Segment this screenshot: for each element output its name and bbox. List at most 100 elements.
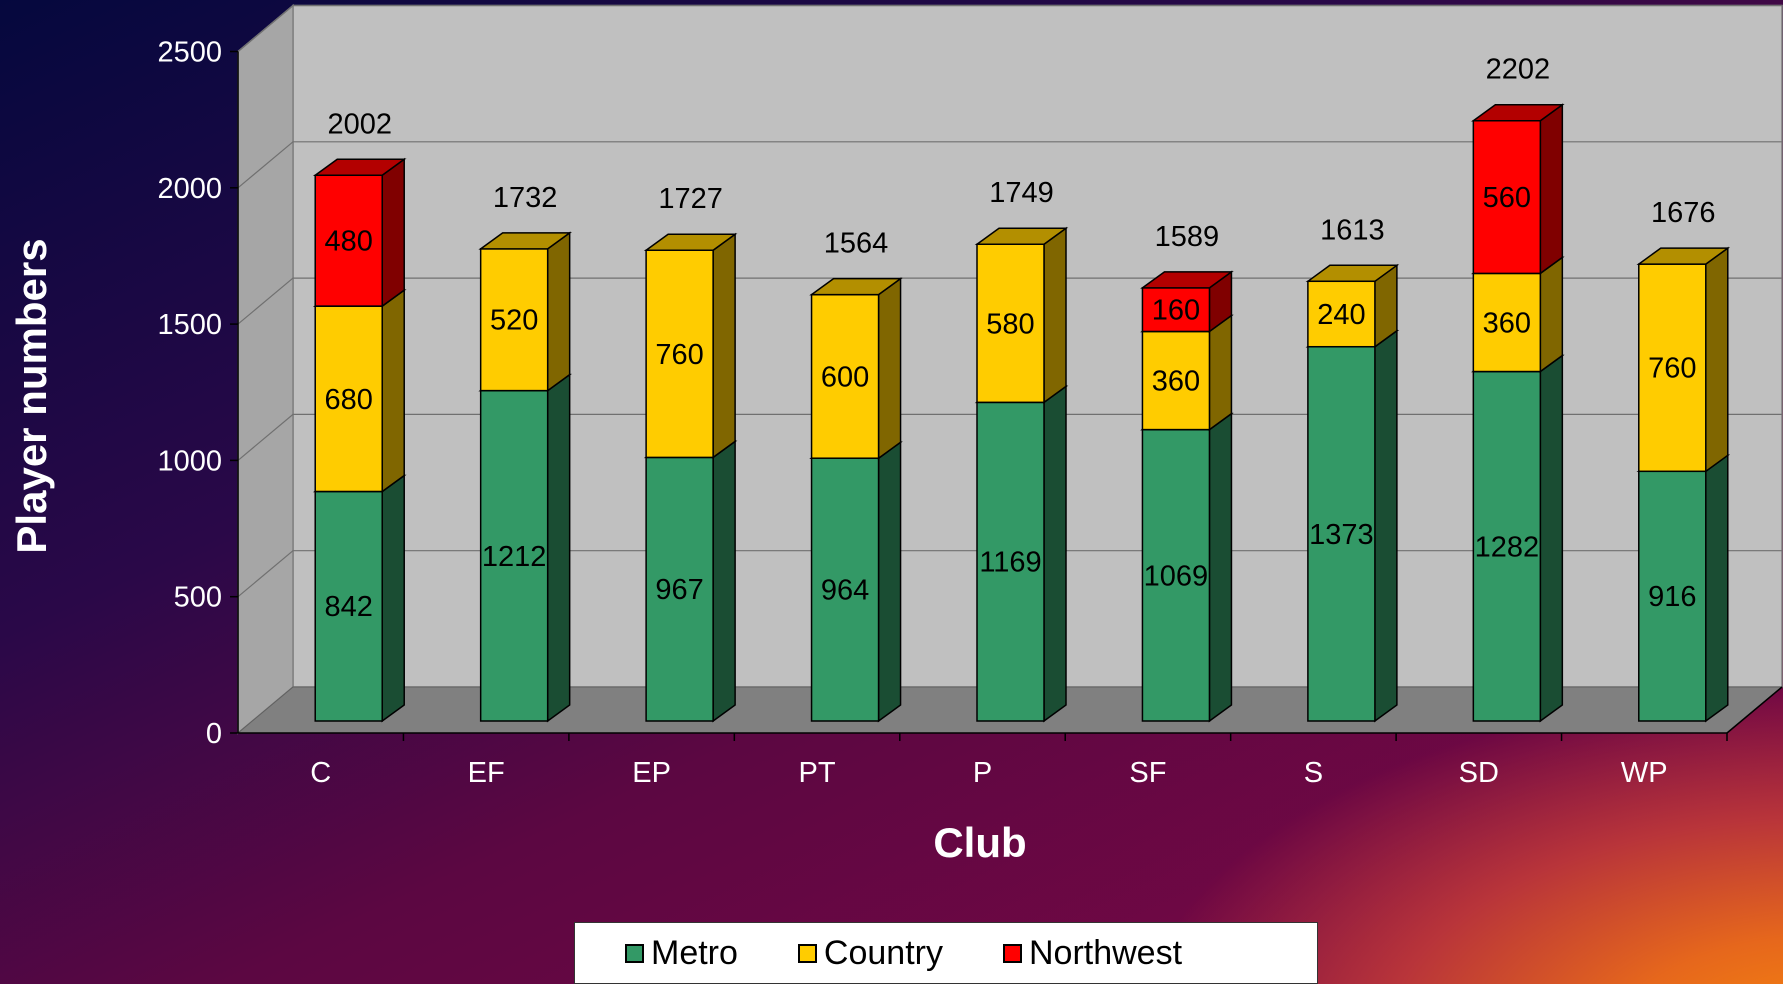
x-tick-label: PT (799, 757, 836, 789)
bar-segment-country (1305, 263, 1400, 349)
bar-front (645, 249, 714, 459)
segment-value-label: 916 (1648, 581, 1696, 613)
segment-value-label: 964 (821, 575, 869, 607)
bar-segment-metro (974, 384, 1069, 723)
gridline (237, 277, 1782, 325)
bar-side (1705, 453, 1729, 723)
bar-segment-northwest (1140, 270, 1234, 333)
bar-front (1472, 272, 1542, 373)
segment-value-label: 520 (490, 305, 538, 337)
x-tick-label: EP (632, 757, 671, 789)
segment-value-label: 240 (1317, 299, 1365, 331)
legend-item-metro: Metro (625, 934, 738, 973)
x-tick-label: C (310, 757, 331, 789)
bar-front (314, 174, 383, 307)
x-tick-label: WP (1621, 757, 1668, 789)
segment-value-label: 560 (1483, 182, 1531, 214)
bar-segment-metro (809, 440, 903, 723)
x-tick-label: SF (1129, 757, 1166, 789)
bar-front (479, 389, 549, 722)
y-tick-label: 500 (174, 582, 222, 614)
bar-top (1305, 264, 1400, 283)
bar-segment-northwest (1471, 103, 1565, 275)
legend-swatch (625, 943, 644, 963)
segment-value-label: 760 (655, 339, 703, 371)
segment-value-label: 1212 (482, 541, 547, 573)
bar-side (877, 440, 902, 723)
bar-segment-country (974, 226, 1069, 404)
bar-segment-country (809, 277, 903, 460)
segment-value-label: 1069 (1144, 560, 1209, 592)
segment-value-label: 580 (986, 308, 1034, 340)
bar-side (381, 473, 405, 723)
bar-segment-country (478, 231, 572, 393)
y-tick-label: 0 (206, 718, 222, 750)
bar-side (712, 439, 736, 723)
floor-edge (1726, 686, 1783, 734)
total-value-label: 1732 (493, 182, 558, 214)
x-tick-label: SD (1459, 757, 1499, 789)
bar-front (1307, 280, 1376, 348)
bar-front (314, 305, 383, 493)
bar-front (1472, 370, 1542, 722)
bar-side (546, 231, 571, 393)
segment-value-label: 360 (1152, 366, 1200, 398)
bar-side (1539, 103, 1564, 275)
bar-front (314, 490, 383, 722)
bar-front (810, 457, 880, 722)
gridline (237, 550, 1782, 598)
segment-value-label: 600 (821, 361, 869, 393)
legend-label: Metro (651, 933, 738, 972)
segment-value-label: 160 (1152, 295, 1200, 327)
bar-segment-country (1636, 246, 1731, 473)
bar-front (645, 456, 714, 722)
x-axis-title: Club (933, 819, 1026, 866)
bar-front (1638, 263, 1707, 473)
gridline (237, 413, 1782, 461)
bar-side (1374, 329, 1398, 723)
bar-front (976, 243, 1045, 404)
bar-side (1539, 354, 1564, 723)
total-value-label: 1727 (658, 183, 723, 215)
gridline (237, 4, 1782, 52)
legend-item-northwest: Northwest (1002, 934, 1182, 973)
bars (312, 103, 1731, 723)
bar-front (810, 293, 880, 459)
bar-side (877, 277, 902, 460)
bar-top (809, 277, 903, 296)
bar-side (1208, 313, 1233, 432)
x-tick-label: EF (468, 757, 505, 789)
bar-segment-metro (643, 439, 738, 723)
bar-top (1636, 247, 1731, 265)
bar-side (1705, 246, 1729, 473)
x-tick-label: S (1304, 757, 1323, 789)
segment-value-label: 760 (1648, 353, 1696, 385)
total-value-label: 1676 (1651, 197, 1716, 229)
side-wall (237, 3, 294, 735)
bar-segment-northwest (312, 157, 407, 308)
bar-front (1307, 345, 1376, 722)
bar-segment-metro (1636, 453, 1731, 723)
bar-side (1539, 255, 1564, 373)
segment-value-label: 680 (325, 384, 373, 416)
total-value-label: 2202 (1486, 54, 1551, 86)
segment-value-label: 480 (325, 226, 373, 258)
bar-front (1141, 428, 1211, 722)
bar-front (976, 401, 1045, 722)
total-value-label: 2002 (327, 108, 392, 140)
segment-value-label: 1373 (1309, 519, 1374, 551)
segment-value-label: 1282 (1475, 531, 1540, 563)
y-tick-label: 1500 (157, 309, 222, 341)
segment-value-label: 842 (325, 591, 373, 623)
legend-label: Country (823, 933, 943, 972)
bar-top (478, 232, 572, 250)
bar-top (312, 158, 407, 177)
bar-top (643, 233, 738, 251)
bar-top (974, 227, 1069, 245)
segment-value-label: 1169 (979, 547, 1041, 579)
bar-side (1208, 412, 1233, 723)
bar-side (381, 157, 405, 308)
data-labels: 842 680 480 2002 1212 520 1732 967 760 1727 964 600… (325, 54, 1716, 624)
bar-front (1141, 330, 1211, 431)
total-value-label: 1613 (1320, 214, 1385, 246)
